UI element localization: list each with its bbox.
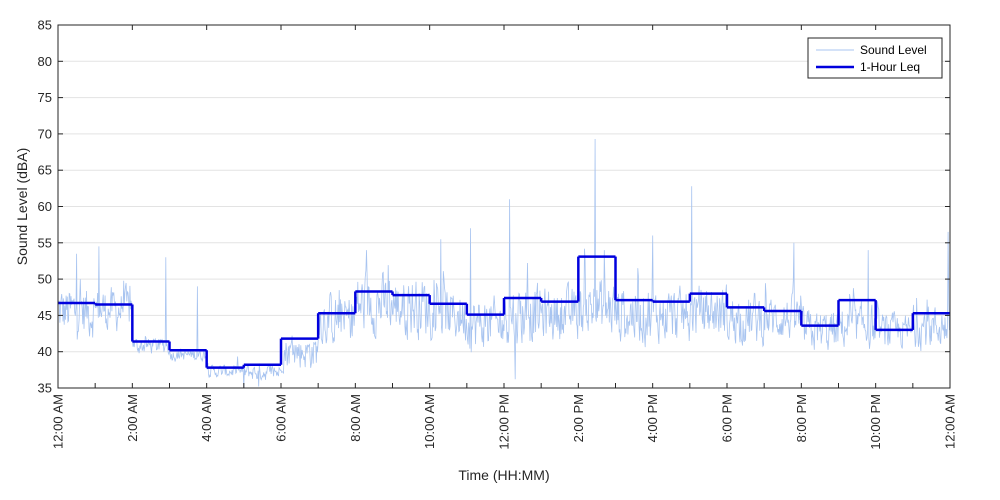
legend-label-leq: 1-Hour Leq [860,60,920,74]
legend: Sound Level 1-Hour Leq [807,37,943,79]
y-tick-label: 65 [38,163,52,178]
y-tick-label: 55 [38,235,52,250]
y-tick-label: 80 [38,54,52,69]
x-tick-label: 4:00 AM [199,394,214,442]
y-tick-label: 40 [38,344,52,359]
y-tick-label: 50 [38,272,52,287]
x-axis: 12:00 AM 2:00 AM 4:00 AM 6:00 AM 8:00 AM 10:0… [51,25,958,450]
x-tick-label: 6:00 AM [274,394,289,442]
y-axis-label: Sound Level (dBA) [14,148,30,266]
y-tick-label: 35 [38,381,52,396]
x-tick-label: 2:00 AM [125,394,140,442]
y-axis: 35 40 45 50 55 60 65 70 75 80 85 [38,18,950,396]
x-tick-label: 12:00 PM [497,394,512,450]
x-tick-label: 2:00 PM [571,394,586,442]
y-tick-label: 75 [38,90,52,105]
x-tick-label: 10:00 PM [868,394,883,450]
x-tick-label: 4:00 PM [645,394,660,442]
x-tick-label: 8:00 PM [794,394,809,442]
x-tick-label: 6:00 PM [720,394,735,442]
y-tick-label: 85 [38,18,52,33]
y-tick-label: 60 [38,199,52,214]
x-axis-label: Time (HH:MM) [458,467,549,483]
leq-series [58,255,950,369]
x-tick-label: 12:00 AM [943,394,958,449]
x-tick-label: 8:00 AM [348,394,363,442]
grid-lines [58,24,950,389]
x-tick-label: 12:00 AM [51,394,66,449]
y-tick-label: 45 [38,308,52,323]
legend-label-sound-level: Sound Level [860,43,927,57]
y-tick-label: 70 [38,126,52,141]
x-tick-label: 10:00 AM [422,394,437,449]
legend-box [807,37,943,79]
